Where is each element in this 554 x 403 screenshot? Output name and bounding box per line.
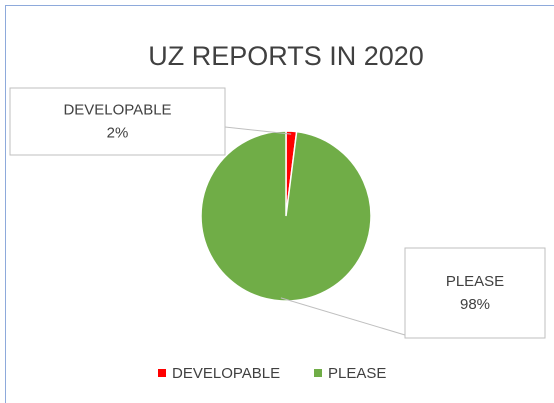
- legend-label: DEVELOPABLE: [172, 365, 280, 382]
- legend-swatch: [158, 369, 166, 377]
- data-label-name: DEVELOPABLE: [63, 101, 171, 118]
- pie-slice: [200, 130, 372, 302]
- chart-title: UZ REPORTS IN 2020: [148, 41, 424, 71]
- legend-label: PLEASE: [328, 365, 386, 382]
- data-label-box: [404, 247, 546, 339]
- leader-line: [224, 126, 292, 135]
- legend-swatch: [314, 369, 322, 377]
- data-label-value: 2%: [107, 124, 129, 141]
- leader-line: [280, 297, 406, 336]
- data-label-name: PLEASE: [446, 273, 504, 290]
- data-label-value: 98%: [460, 296, 490, 313]
- data-label-box: [9, 87, 226, 156]
